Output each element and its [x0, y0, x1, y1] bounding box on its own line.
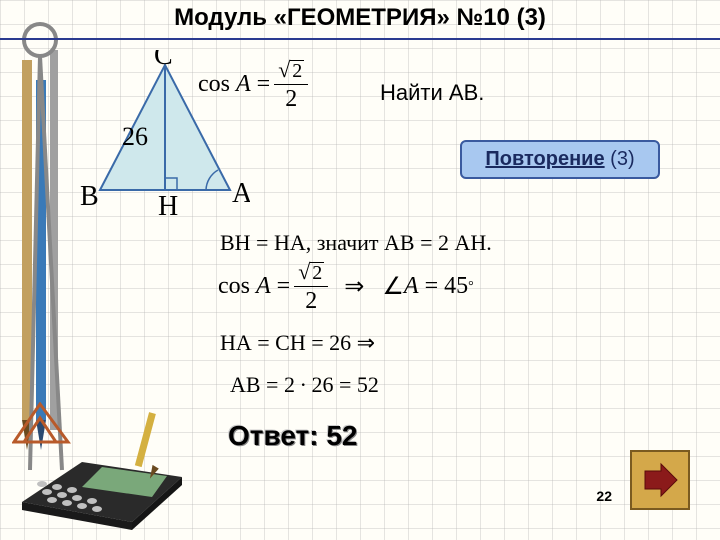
vertex-b: В	[80, 181, 99, 212]
page-number: 22	[596, 488, 612, 504]
repeat-button[interactable]: Повторение (3)	[460, 140, 660, 179]
solution-line-1: ВН = НА, значит АВ = 2 АН.	[220, 230, 492, 256]
formula-cos-top: cos A = 2 2	[198, 58, 312, 111]
vertex-a: А	[232, 178, 250, 209]
page-title: Модуль «ГЕОМЕТРИЯ» №10 (3)	[0, 4, 720, 32]
side-length: 26	[122, 122, 148, 151]
title-underline	[0, 38, 720, 40]
answer-text: Ответ: 52	[228, 420, 358, 452]
formula-cos-bottom: cos A = 2 2 ⇒ ∠A = 45°	[218, 260, 474, 313]
next-nav-button[interactable]	[630, 450, 690, 510]
repeat-suffix: (3)	[605, 148, 635, 170]
solution-line-3: НА = СН = 26 ⇒	[220, 330, 375, 356]
find-text: Найти АВ.	[380, 80, 484, 106]
vertex-h: Н	[158, 191, 178, 220]
arrow-right-icon	[641, 461, 679, 499]
repeat-label: Повторение	[485, 148, 604, 170]
solution-line-4: АВ = 2 ∙ 26 = 52	[230, 372, 379, 398]
vertex-c: С	[154, 50, 173, 71]
calculator-illustration	[12, 402, 212, 532]
